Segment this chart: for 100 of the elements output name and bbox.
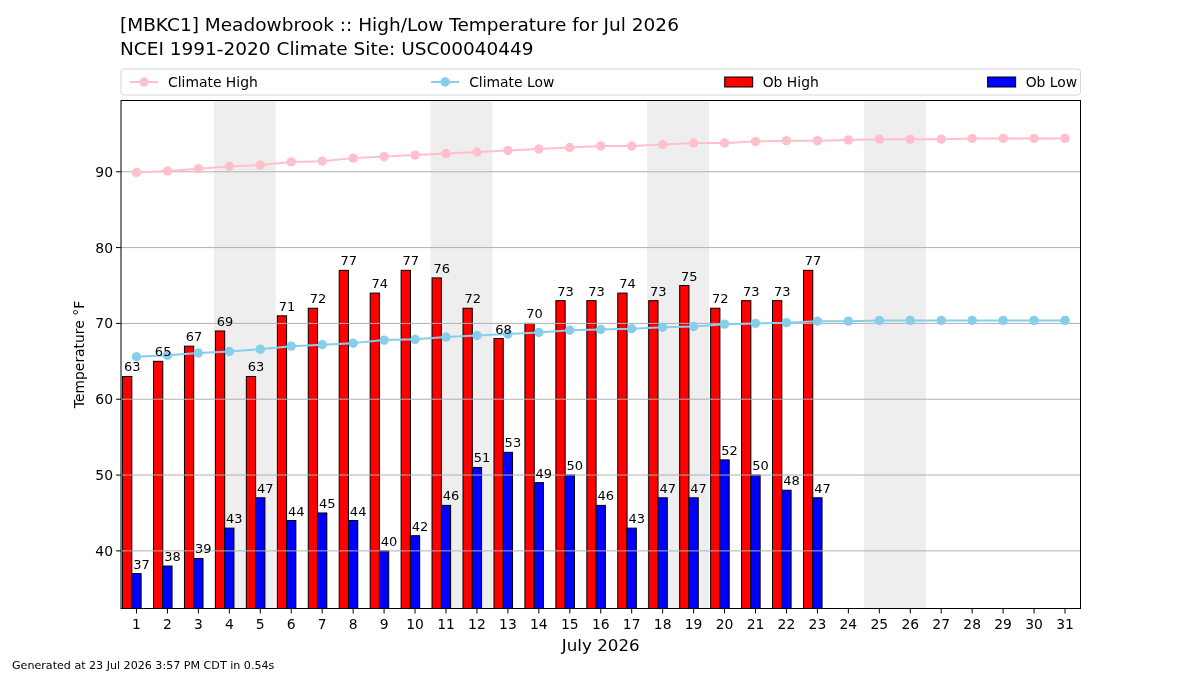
data-label: 47: [659, 480, 676, 496]
point: [688, 321, 699, 332]
x-tick-label: 5: [255, 615, 265, 632]
data-label: 44: [287, 503, 305, 519]
point: [596, 141, 606, 151]
y-tick-label: 60: [95, 391, 113, 408]
point: [255, 344, 265, 354]
data-label: 40: [380, 533, 398, 549]
point: [905, 315, 915, 326]
x-tick-label: 2: [163, 615, 172, 632]
data-label: 50: [752, 458, 769, 474]
point: [781, 135, 792, 146]
chart-title: [MBKC1] Meadowbrook :: High/Low Temperature for Jul 2026: [120, 14, 679, 35]
x-tick-label: 16: [591, 615, 610, 632]
point: [905, 134, 915, 144]
x-tick-label: 10: [406, 615, 424, 632]
point: [874, 134, 885, 144]
x-tick-label: 1: [132, 615, 141, 632]
x-tick-label: 15: [560, 615, 579, 632]
point: [472, 147, 482, 157]
y-axis-title: Temperature °F: [71, 300, 87, 410]
data-label: 46: [597, 488, 615, 504]
point: [627, 141, 637, 151]
point: [379, 335, 389, 345]
data-label: 52: [721, 442, 738, 458]
x-tick-label: 20: [715, 615, 734, 632]
x-tick-label: 27: [932, 615, 951, 632]
text: Generated at 23 Jul 2026 3:57 PM CDT in 0.54s: [12, 659, 275, 672]
x-tick-label: 26: [901, 615, 920, 632]
data-label: 46: [442, 488, 460, 504]
x-axis-title: July 2026: [560, 635, 640, 655]
point: [657, 139, 668, 150]
data-label: 51: [473, 450, 491, 466]
point: [750, 136, 761, 147]
data-label: 76: [433, 260, 450, 276]
point: [998, 315, 1008, 326]
data-label: 65: [154, 344, 172, 360]
point: [286, 157, 296, 167]
x-tick-label: 24: [839, 615, 858, 632]
data-label: 37: [133, 556, 150, 572]
point: [379, 151, 389, 162]
data-label: 42: [411, 518, 429, 534]
point: [317, 156, 327, 166]
legend-label: Ob Low: [1025, 74, 1078, 90]
point: [503, 145, 513, 156]
data-label: 72: [712, 291, 729, 307]
x-tick-label: 8: [348, 615, 358, 632]
data-label: 73: [650, 283, 667, 299]
y-tick-label: 70: [95, 315, 113, 332]
x-tick-label: 6: [286, 615, 296, 632]
x-tick-label: 7: [317, 615, 327, 632]
point: [1029, 315, 1039, 326]
data-label: 43: [226, 511, 243, 527]
x-tick-label: 25: [870, 615, 889, 632]
data-label: 48: [783, 473, 800, 489]
data-label: 63: [247, 359, 265, 375]
x-tick-label: 31: [1056, 615, 1074, 632]
x-tick-label: 21: [746, 615, 765, 632]
data-label: 74: [371, 276, 389, 292]
data-label: 39: [195, 541, 212, 557]
point: [472, 330, 482, 341]
x-tick-label: 4: [224, 615, 234, 632]
data-label: 47: [690, 480, 707, 496]
point: [1029, 133, 1039, 144]
x-tick-label: 17: [622, 615, 641, 632]
x-tick-label: 19: [684, 615, 703, 632]
data-label: 43: [628, 511, 645, 527]
data-label: 69: [216, 314, 234, 329]
data-label: 73: [773, 283, 791, 299]
point: [657, 322, 668, 332]
point: [348, 338, 358, 348]
y-tick-label: 90: [95, 163, 113, 180]
point: [348, 153, 358, 163]
point: [967, 315, 977, 326]
point: [843, 135, 854, 145]
x-tick-label: 18: [653, 615, 672, 632]
data-label: 73: [742, 283, 760, 299]
point: [936, 315, 946, 326]
point: [565, 325, 575, 335]
point: [750, 318, 761, 329]
point: [1060, 133, 1070, 144]
point: [441, 148, 451, 159]
data-label: 77: [804, 253, 822, 269]
point: [812, 135, 823, 146]
point: [719, 138, 730, 148]
x-tick-label: 3: [193, 615, 203, 632]
point: [998, 133, 1008, 144]
x-tick-label: 29: [994, 615, 1012, 632]
point: [627, 324, 637, 334]
point: [255, 160, 265, 170]
x-tick-label: 30: [1025, 615, 1043, 632]
point: [596, 324, 606, 335]
data-label: 73: [588, 283, 605, 299]
data-label: 72: [464, 291, 481, 307]
x-tick-label: 12: [468, 615, 486, 632]
y-tick-label: 50: [95, 467, 113, 484]
point: [843, 316, 854, 326]
data-label: 63: [123, 359, 141, 375]
point: [1060, 315, 1070, 326]
x-tick-label: 9: [379, 615, 389, 632]
